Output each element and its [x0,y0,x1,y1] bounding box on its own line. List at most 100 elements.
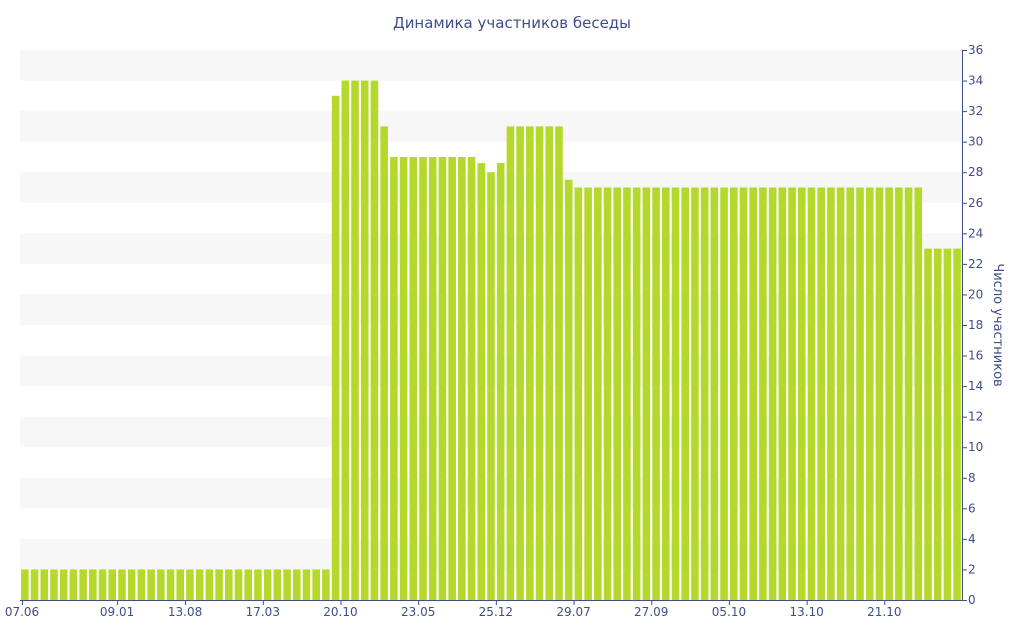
x-tick-label: 27.09 [634,605,668,619]
bar [341,80,350,600]
bar [564,179,573,601]
bar [943,248,952,601]
x-tick-label: 13.10 [789,605,823,619]
bar [496,163,505,600]
grid-band [20,50,962,81]
bar [797,187,806,600]
bar [59,569,68,600]
y-tick-label: 36 [968,43,983,57]
bar [215,569,223,600]
bar [535,126,544,600]
bar [865,187,874,600]
bar [584,187,592,600]
y-tick-label: 20 [968,287,983,301]
bar [788,187,796,600]
bar [467,156,476,600]
x-tick-label: 05.10 [712,605,746,619]
bar [157,569,165,600]
y-tick-label: 12 [968,410,983,424]
x-tick-label: 07.06 [5,605,39,619]
y-tick-label: 2 [968,562,976,576]
bar [273,569,282,600]
bar [263,569,272,600]
x-tick-label: 21.10 [867,605,901,619]
bar [380,126,388,600]
bar [759,187,767,600]
y-tick-label: 10 [968,440,983,454]
bar [700,187,709,600]
bar [516,126,524,600]
y-tick-label: 30 [968,135,983,149]
bar [710,187,719,600]
bar [234,569,243,600]
bar [137,569,146,600]
bar [118,569,126,600]
bar [292,569,301,600]
bar [89,569,97,600]
bar [739,187,748,600]
bar [933,248,942,601]
x-tick-label: 25.12 [479,605,513,619]
bar [419,156,427,600]
bar [885,187,893,600]
y-tick-label: 28 [968,165,983,179]
y-tick-label: 0 [968,593,976,607]
bar [225,569,233,600]
bar [302,569,311,600]
bar [768,187,777,600]
bar [778,187,787,600]
y-tick-label: 6 [968,501,976,515]
y-axis-label: Число участников [990,263,1005,386]
bar [370,80,379,600]
x-tick-label: 09.01 [100,605,134,619]
bar [953,248,961,601]
bar [409,156,418,600]
bar [506,126,515,600]
grid-band [20,111,962,142]
bar [662,187,670,600]
bar [108,569,117,600]
bar [79,569,87,600]
bar [244,569,252,600]
bar [147,569,155,600]
y-tick-label: 32 [968,104,983,118]
x-tick-label: 17.03 [246,605,280,619]
bar [360,80,369,600]
bar [613,187,622,600]
bar [632,187,641,600]
y-tick-label: 24 [968,226,983,240]
bar [98,569,107,600]
bar [487,172,495,600]
bar [477,163,486,600]
bar [681,187,690,600]
bar [603,187,612,600]
bar [399,156,408,600]
y-tick-label: 4 [968,532,976,546]
bar [322,569,330,600]
bar [127,569,136,600]
bar [623,187,631,600]
x-tick-label: 20.10 [323,605,357,619]
bar [40,569,49,600]
bar [448,156,456,600]
bar [69,569,78,600]
bar [671,187,680,600]
bar [594,187,602,600]
bar [254,569,262,600]
bar [331,95,340,600]
bar [555,126,563,600]
x-tick-label: 13.08 [168,605,202,619]
bar [895,187,903,600]
y-tick-label: 18 [968,318,983,332]
bar [836,187,845,600]
bar [176,569,185,600]
bar [545,126,554,600]
bar [749,187,757,600]
bar [720,187,728,600]
y-tick-label: 8 [968,471,976,485]
bar [390,156,398,600]
x-tick-label: 23.05 [401,605,435,619]
bar [312,569,320,600]
